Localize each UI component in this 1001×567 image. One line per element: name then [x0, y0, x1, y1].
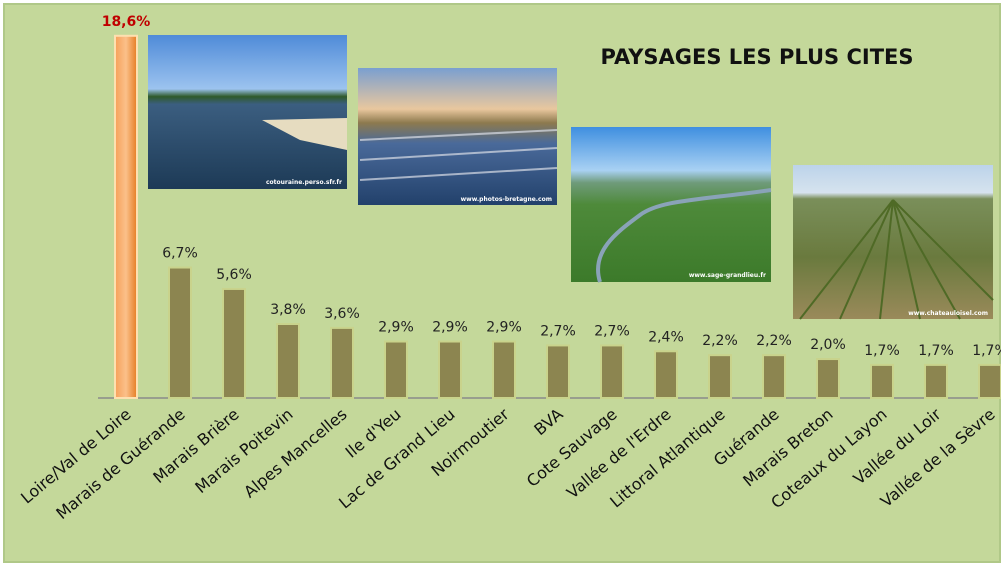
bar: [492, 340, 516, 399]
photo: www.sage-grandlieu.fr: [571, 127, 772, 283]
photo-credit: www.sage-grandlieu.fr: [689, 272, 766, 279]
bar: [276, 323, 300, 399]
value-label: 2,7%: [540, 323, 576, 339]
photo: www.photos-bretagne.com: [358, 68, 558, 205]
bar: [978, 363, 1001, 400]
bar: [924, 363, 948, 400]
value-label: 6,7%: [162, 246, 198, 262]
bar: [546, 344, 570, 399]
bar: [870, 363, 894, 400]
bar: [222, 287, 246, 399]
bar: [816, 358, 840, 400]
value-label: 2,0%: [810, 337, 846, 353]
bar: [330, 326, 354, 400]
value-label: 1,7%: [864, 343, 900, 359]
value-label: 5,6%: [216, 267, 252, 283]
bar: [654, 350, 678, 399]
photo-credit: cotouraine.perso.sfr.fr: [266, 179, 342, 186]
bar: [708, 354, 732, 400]
bar: [114, 34, 138, 400]
value-label: 3,8%: [270, 302, 306, 318]
photo: www.chateauloisel.com: [793, 165, 994, 320]
photo-credit: www.photos-bretagne.com: [461, 196, 552, 203]
value-label: 2,2%: [702, 333, 738, 349]
photo: cotouraine.perso.sfr.fr: [148, 35, 347, 189]
value-label: 2,9%: [378, 320, 414, 336]
bar: [168, 266, 192, 399]
bar: [600, 344, 624, 399]
value-label: 2,4%: [648, 329, 684, 345]
value-label: 3,6%: [324, 306, 360, 322]
bar: [438, 340, 462, 399]
value-label: 1,7%: [918, 343, 954, 359]
value-label: 2,2%: [756, 333, 792, 349]
value-label: 18,6%: [102, 14, 151, 30]
value-label: 2,9%: [432, 320, 468, 336]
photo-credit: www.chateauloisel.com: [908, 310, 988, 317]
bar: [762, 354, 786, 400]
bar: [384, 340, 408, 399]
value-label: 2,7%: [594, 323, 630, 339]
value-label: 2,9%: [486, 320, 522, 336]
value-label: 1,7%: [972, 343, 1001, 359]
chart-title: PAYSAGES LES PLUS CITES: [600, 45, 913, 69]
